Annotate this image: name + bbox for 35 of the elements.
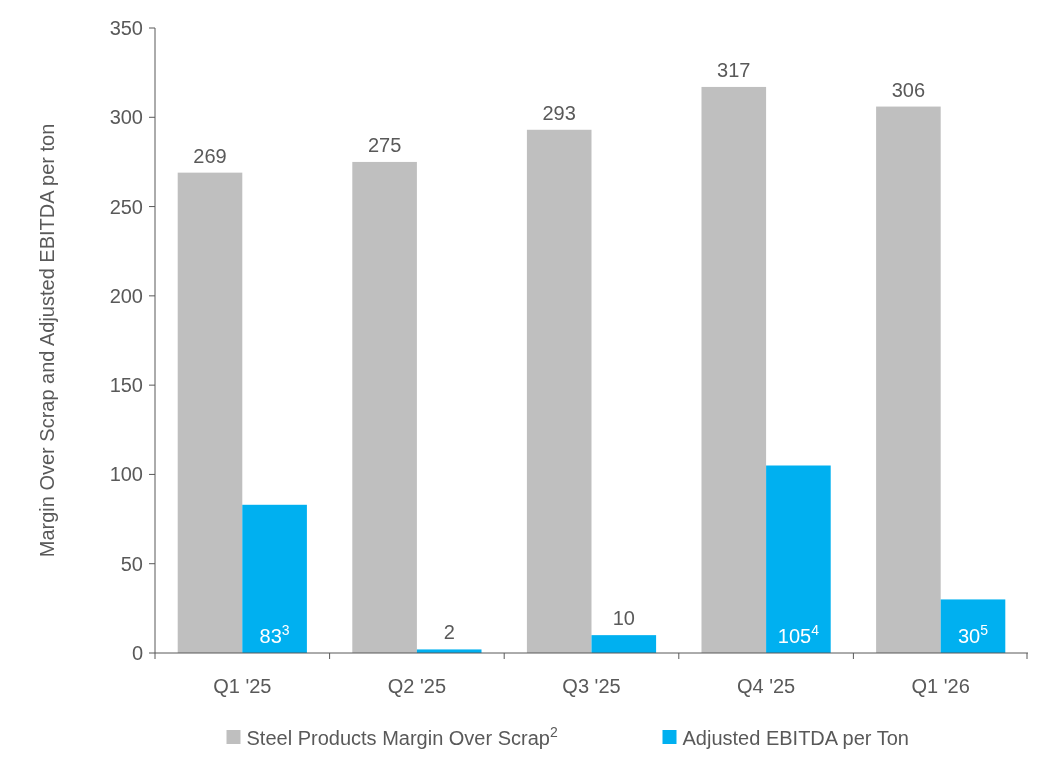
- data-label: 10: [612, 607, 635, 630]
- y-tick-label: 250: [109, 195, 143, 218]
- y-tick-label: 0: [131, 642, 143, 664]
- y-tick-label: 200: [109, 284, 143, 307]
- data-label: 30$^{5}$: [957, 622, 989, 647]
- bar: [242, 504, 307, 653]
- bar: [526, 129, 592, 653]
- data-label: 306: [891, 78, 926, 101]
- data-label: 105$^{4}$: [777, 622, 820, 647]
- x-tick-label: Q1 '26: [911, 675, 970, 697]
- data-label: 317: [717, 58, 751, 81]
- x-tick-label: Q1 '25: [213, 675, 272, 697]
- data-label: 293: [542, 101, 576, 124]
- bar: [876, 106, 941, 653]
- data-label: 2: [443, 621, 455, 644]
- legend-label: Steel Products Margin Over Scrap$^{2}$: [246, 724, 558, 749]
- y-tick-label: 150: [109, 374, 143, 397]
- bar: [766, 465, 831, 653]
- y-tick-label: 50: [120, 552, 143, 575]
- bar: [701, 86, 767, 653]
- y-tick-label: 100: [109, 463, 143, 486]
- data-label: 269: [193, 144, 227, 167]
- legend-label: Adjusted EBITDA per Ton: [682, 727, 909, 749]
- y-tick-label: 350: [109, 17, 143, 39]
- y-axis-title: Margin Over Scrap and Adjusted EBITDA per ton: [36, 123, 58, 558]
- bar: [940, 599, 1006, 653]
- y-tick-label: 300: [109, 106, 143, 129]
- data-label: 275: [367, 133, 402, 156]
- x-tick-label: Q2 '25: [387, 675, 447, 697]
- x-tick-label: Q3 '25: [562, 675, 621, 697]
- bar: [352, 161, 417, 653]
- bar: [177, 172, 243, 653]
- x-tick-label: Q4 '25: [736, 675, 796, 697]
- bar: [591, 635, 657, 653]
- data-label: 83$^{3}$: [259, 622, 290, 647]
